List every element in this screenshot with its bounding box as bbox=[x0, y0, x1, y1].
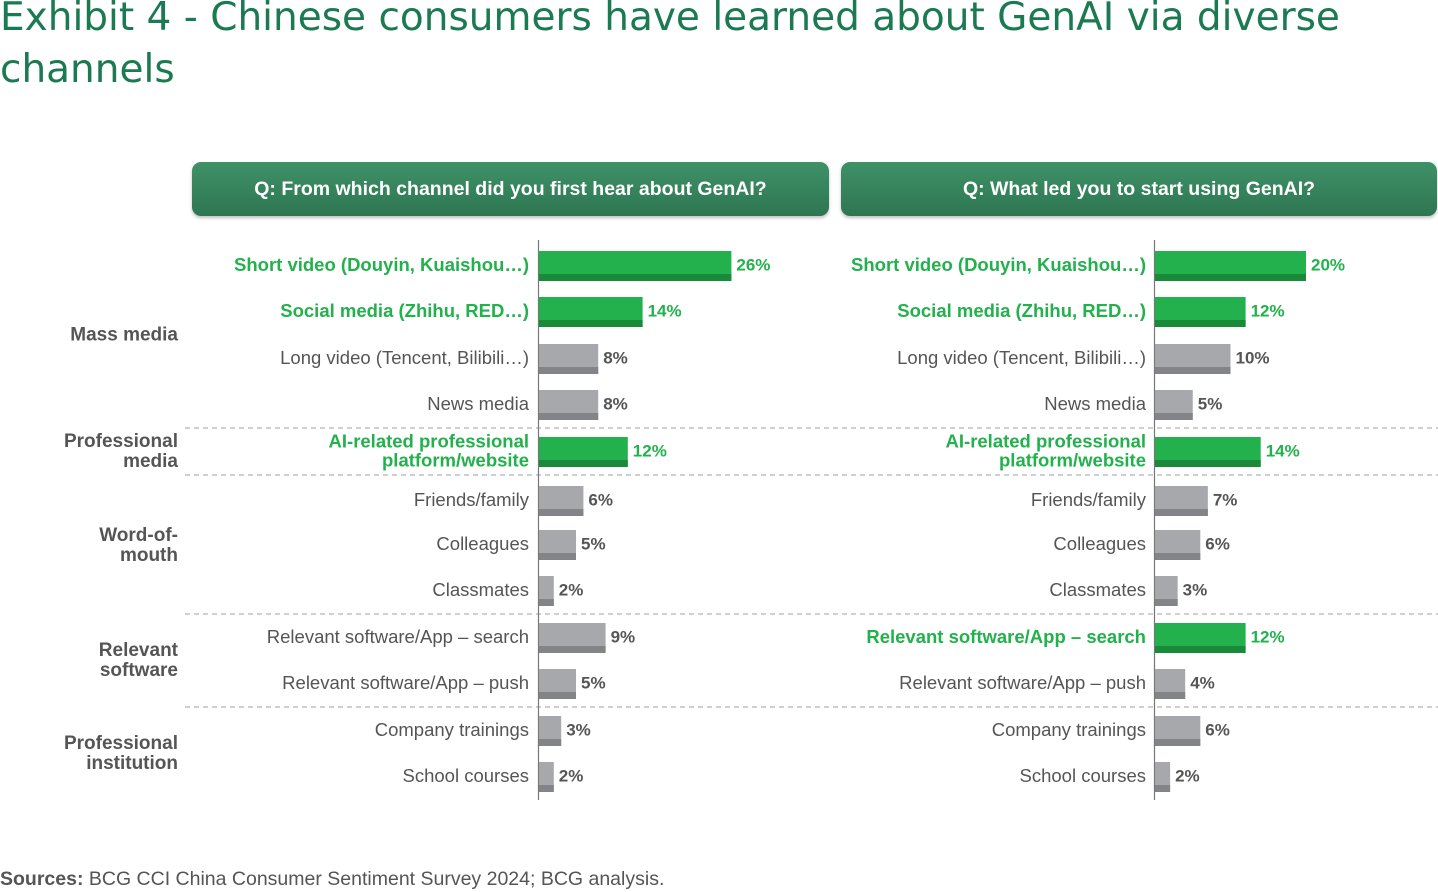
category-label: AI-related professional platform/website bbox=[946, 430, 1146, 470]
data-label: 9% bbox=[611, 627, 636, 646]
bar-shadow bbox=[539, 274, 732, 281]
category-label: Relevant software/App – search bbox=[866, 626, 1146, 647]
category-label: Short video (Douyin, Kuaishou…) bbox=[234, 254, 529, 275]
bar-shadow bbox=[1155, 320, 1246, 327]
category-label: Company trainings bbox=[992, 719, 1146, 740]
bar-shadow bbox=[1155, 692, 1186, 699]
category-label: Relevant software/App – push bbox=[282, 672, 529, 693]
bar-shadow bbox=[1155, 460, 1261, 467]
bar-shadow bbox=[539, 320, 643, 327]
data-label: 2% bbox=[1175, 766, 1200, 785]
category-label: Colleagues bbox=[1053, 533, 1146, 554]
bar-shadow bbox=[1155, 785, 1171, 792]
category-label: AI-related professional platform/website bbox=[329, 430, 529, 470]
data-label: 7% bbox=[1213, 490, 1238, 509]
category-label: Friends/family bbox=[414, 489, 530, 510]
group-label: Professional institution bbox=[64, 733, 178, 774]
bar-shadow bbox=[1155, 553, 1201, 560]
page-title: Exhibit 4 - Chinese consumers have learn… bbox=[0, 0, 1340, 92]
bar-shadow bbox=[539, 460, 628, 467]
data-label: 8% bbox=[603, 394, 628, 413]
data-label: 8% bbox=[603, 348, 628, 367]
group-label: Relevant software bbox=[99, 640, 179, 681]
category-label: Relevant software/App – push bbox=[899, 672, 1146, 693]
data-label: 3% bbox=[1183, 580, 1208, 599]
data-label: 2% bbox=[559, 580, 584, 599]
data-label: 6% bbox=[1205, 720, 1230, 739]
question-box-start-using: Q: What led you to start using GenAI? bbox=[841, 162, 1437, 216]
sources-label: Sources: bbox=[0, 868, 84, 890]
bar-shadow bbox=[1155, 646, 1246, 653]
bar-shadow bbox=[539, 739, 562, 746]
bar-shadow bbox=[1155, 599, 1178, 606]
data-label: 6% bbox=[1205, 534, 1230, 553]
category-label: Relevant software/App – search bbox=[267, 626, 529, 647]
group-label: Mass media bbox=[70, 325, 178, 346]
category-label: Long video (Tencent, Bilibili…) bbox=[897, 347, 1146, 368]
data-label: 14% bbox=[648, 301, 682, 320]
bar bbox=[1155, 576, 1178, 606]
sources-text: BCG CCI China Consumer Sentiment Survey … bbox=[83, 868, 665, 890]
bar-shadow bbox=[539, 785, 554, 792]
bar-shadow bbox=[539, 599, 554, 606]
bar-shadow bbox=[539, 553, 576, 560]
data-label: 12% bbox=[1251, 301, 1285, 320]
data-label: 3% bbox=[566, 720, 591, 739]
question-text-start-using: Q: What led you to start using GenAI? bbox=[962, 177, 1316, 200]
sources-note: Sources: BCG CCI China Consumer Sentimen… bbox=[0, 868, 664, 891]
data-label: 14% bbox=[1266, 441, 1300, 460]
group-label: Professional media bbox=[64, 431, 178, 472]
category-label: School courses bbox=[403, 765, 529, 786]
bar bbox=[539, 576, 554, 606]
bar-shadow bbox=[1155, 367, 1231, 374]
bar-shadow bbox=[1155, 413, 1193, 420]
category-label: School courses bbox=[1020, 765, 1146, 786]
category-label: Classmates bbox=[432, 579, 529, 600]
category-label: Social media (Zhihu, RED…) bbox=[897, 300, 1146, 321]
category-label: News media bbox=[1044, 393, 1146, 414]
category-label: Colleagues bbox=[436, 533, 529, 554]
category-label: News media bbox=[427, 393, 529, 414]
data-label: 12% bbox=[633, 441, 667, 460]
data-label: 4% bbox=[1190, 673, 1215, 692]
question-text-first-hear: Q: From which channel did you first hear… bbox=[254, 177, 767, 200]
bar-shadow bbox=[539, 646, 606, 653]
bar bbox=[539, 716, 562, 746]
data-label: 5% bbox=[581, 673, 606, 692]
data-label: 6% bbox=[588, 490, 613, 509]
data-label: 5% bbox=[1198, 394, 1223, 413]
data-label: 10% bbox=[1236, 348, 1270, 367]
bar bbox=[1155, 762, 1171, 792]
category-label: Classmates bbox=[1049, 579, 1146, 600]
category-label: Long video (Tencent, Bilibili…) bbox=[280, 347, 529, 368]
bar-shadow bbox=[1155, 739, 1201, 746]
bar bbox=[539, 762, 554, 792]
category-label: Social media (Zhihu, RED…) bbox=[280, 300, 529, 321]
bar-shadow bbox=[1155, 274, 1306, 281]
question-box-first-hear: Q: From which channel did you first hear… bbox=[192, 162, 829, 216]
data-label: 12% bbox=[1251, 627, 1285, 646]
bar-shadow bbox=[539, 413, 599, 420]
bar-shadow bbox=[539, 692, 576, 699]
data-label: 26% bbox=[736, 255, 770, 274]
category-label: Short video (Douyin, Kuaishou…) bbox=[851, 254, 1146, 275]
category-label: Friends/family bbox=[1031, 489, 1147, 510]
bar-shadow bbox=[539, 509, 584, 516]
data-label: 5% bbox=[581, 534, 606, 553]
group-label: Word-of-mouth bbox=[99, 525, 178, 566]
category-label: Company trainings bbox=[375, 719, 529, 740]
data-label: 20% bbox=[1311, 255, 1345, 274]
bar-shadow bbox=[539, 367, 599, 374]
data-label: 2% bbox=[559, 766, 584, 785]
bar-shadow bbox=[1155, 509, 1208, 516]
